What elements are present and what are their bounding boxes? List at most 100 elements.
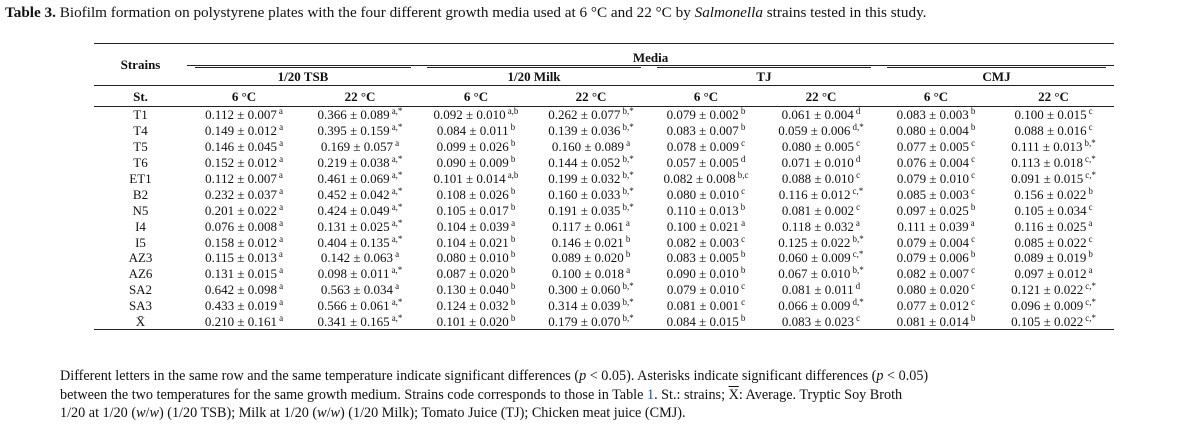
cell-significance: a (279, 297, 284, 308)
cell-significance: a (279, 154, 284, 165)
header-media: Media (187, 43, 1115, 66)
value-cell: 0.060 ± 0.009 c,* (763, 250, 879, 266)
value-cell: 0.566 ± 0.061 a,* (301, 298, 419, 314)
cell-significance: b (625, 249, 631, 260)
cell-significance: b,* (852, 265, 864, 276)
value-cell: 0.080 ± 0.010 c (649, 186, 763, 202)
value-cell: 0.092 ± 0.010 a,b (419, 107, 533, 123)
cell-value: 0.149 ± 0.012 (204, 123, 278, 139)
strain-cell: X̄ (94, 313, 187, 331)
cell-significance: a,b (507, 106, 519, 117)
cell-value: 0.100 ± 0.015 (1014, 107, 1087, 123)
value-cell: 0.089 ± 0.019 b (993, 250, 1114, 266)
cell-value: 0.105 ± 0.022 (1011, 314, 1084, 330)
cell-significance: b,* (622, 185, 634, 196)
cell-significance: a,* (391, 106, 403, 117)
cell-value: 0.081 ± 0.001 (666, 298, 740, 314)
strain-cell: T1 (133, 107, 148, 123)
table-reference-link[interactable]: 1 (646, 386, 655, 403)
value-cell: 0.139 ± 0.036 b,* (533, 123, 649, 139)
table-row: ET1 0.112 ± 0.007 a 0.461 ± 0.069 a,* 0.101 ±… (94, 171, 1114, 187)
value-cell: 0.081 ± 0.011 d (763, 282, 879, 298)
cell-significance: b (1088, 249, 1093, 260)
cell-significance: b (970, 106, 976, 117)
cell-significance: b (970, 313, 976, 324)
cell-value: 0.152 ± 0.012 (204, 155, 278, 171)
cell-significance: a,* (391, 297, 403, 308)
cell-value: 0.112 ± 0.007 (205, 107, 277, 123)
cell-value: 0.121 ± 0.022 (1011, 282, 1084, 298)
cell-significance: c,* (1085, 281, 1096, 292)
cell-significance: a (395, 249, 400, 260)
cell-significance: a (1088, 217, 1093, 228)
cell-value: 0.078 ± 0.009 (666, 139, 740, 155)
cell-significance: b (970, 249, 976, 260)
cell-value: 0.112 ± 0.007 (205, 171, 277, 186)
value-cell: 0.085 ± 0.022 c (993, 234, 1114, 250)
value-cell: 0.152 ± 0.012 a (187, 155, 301, 171)
cell-significance: a (279, 313, 284, 324)
cell-value: 0.110 ± 0.013 (666, 202, 739, 218)
value-cell: 0.081 ± 0.001 c (649, 298, 763, 314)
cell-significance: b (510, 154, 516, 165)
cell-value: 0.105 ± 0.017 (436, 202, 509, 218)
table-row: AZ3 0.115 ± 0.013 a 0.142 ± 0.063 a 0.080 ± 0… (94, 250, 1114, 266)
cell-value: 0.101 ± 0.020 (436, 314, 509, 330)
cell-value: 0.079 ± 0.002 (666, 107, 739, 123)
cell-value: 0.080 ± 0.005 (781, 139, 855, 155)
cell-value: 0.111 ± 0.013 (1011, 139, 1083, 155)
value-cell: 0.144 ± 0.052 b,* (533, 155, 649, 171)
header-group-milk: 1/20 Milk (419, 66, 649, 86)
cell-value: 0.424 ± 0.049 (317, 202, 390, 218)
value-cell: 0.083 ± 0.023 c (763, 314, 879, 331)
header-group-tj: TJ (649, 66, 879, 86)
value-cell: 0.111 ± 0.013 b,* (993, 139, 1114, 155)
cell-significance: c (971, 233, 976, 244)
cell-value: 0.146 ± 0.021 (551, 234, 624, 250)
strain-cell: B2 (132, 186, 149, 202)
value-cell: 0.101 ± 0.020 b (419, 314, 533, 331)
value-cell: 0.433 ± 0.019 a (187, 298, 301, 314)
value-cell: 0.169 ± 0.057 a (301, 139, 419, 155)
value-cell: 0.057 ± 0.005 d (649, 155, 763, 171)
cell-significance: c (856, 138, 861, 149)
value-cell: 0.097 ± 0.025 b (879, 202, 993, 218)
value-cell: 0.081 ± 0.002 c (763, 202, 879, 218)
cell-value: 0.067 ± 0.010 (778, 266, 851, 282)
cell-value: 0.160 ± 0.089 (551, 139, 625, 155)
value-cell: 0.079 ± 0.010 c (879, 171, 993, 187)
cell-value: 0.566 ± 0.061 (317, 298, 390, 314)
header-temp: 6 °C (649, 85, 763, 107)
cell-value: 0.130 ± 0.040 (436, 282, 509, 298)
cell-significance: c (741, 233, 746, 244)
cell-significance: b,* (622, 106, 634, 117)
value-cell: 0.087 ± 0.020 b (419, 266, 533, 282)
value-cell: 0.210 ± 0.161 a (187, 313, 301, 331)
cell-significance: a (395, 281, 400, 292)
cell-value: 0.117 ± 0.061 (552, 218, 624, 234)
cell-significance: b (740, 106, 746, 117)
value-cell: 0.452 ± 0.042 a,* (301, 186, 419, 202)
cell-value: 0.097 ± 0.025 (896, 202, 969, 218)
value-cell: 0.079 ± 0.010 c (649, 282, 763, 298)
value-cell: 0.104 ± 0.021 b (419, 234, 533, 250)
table-row: B2 0.232 ± 0.037 a 0.452 ± 0.042 a,* 0.108 ± … (94, 186, 1114, 202)
caption-italic: Salmonella (694, 4, 763, 21)
value-cell: 0.089 ± 0.020 b (533, 250, 649, 266)
value-cell: 0.146 ± 0.045 a (187, 139, 301, 155)
cell-significance: a (855, 217, 860, 228)
cell-significance: c (971, 297, 976, 308)
footnote-line-1: Different letters in the same row and th… (60, 368, 929, 384)
value-cell: 0.112 ± 0.007 a (187, 171, 301, 187)
strain-cell: T6 (133, 155, 148, 171)
cell-significance: c (741, 297, 746, 308)
cell-value: 0.097 ± 0.012 (1014, 266, 1087, 282)
header-strains: Strains (94, 43, 187, 86)
value-cell: 0.199 ± 0.032 b,* (533, 171, 649, 187)
cell-significance: c,* (1085, 170, 1096, 180)
header-st: St. (94, 85, 187, 107)
cell-significance: a (279, 185, 284, 196)
cell-value: 0.563 ± 0.034 (320, 282, 394, 298)
value-cell: 0.066 ± 0.009 d,* (763, 298, 879, 314)
cell-value: 0.061 ± 0.004 (781, 107, 854, 123)
